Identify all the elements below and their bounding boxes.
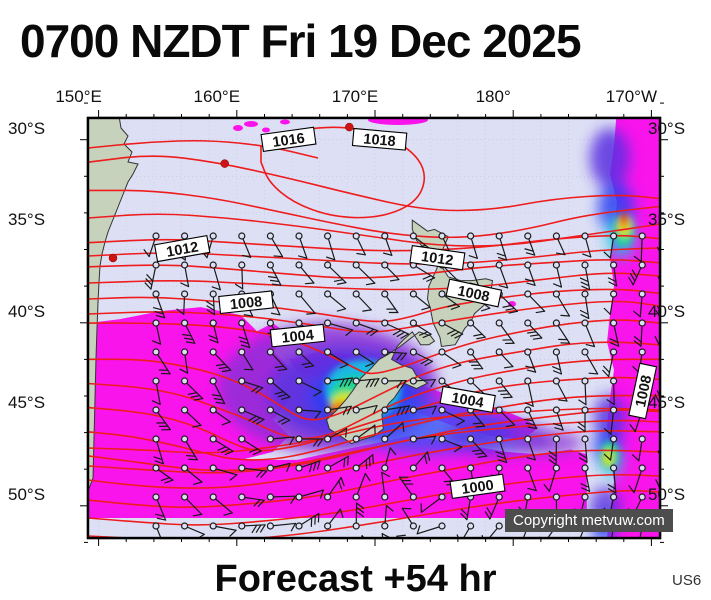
svg-text:1018: 1018 (363, 131, 397, 150)
svg-text:1004: 1004 (281, 327, 315, 346)
svg-text:1008: 1008 (229, 294, 263, 313)
